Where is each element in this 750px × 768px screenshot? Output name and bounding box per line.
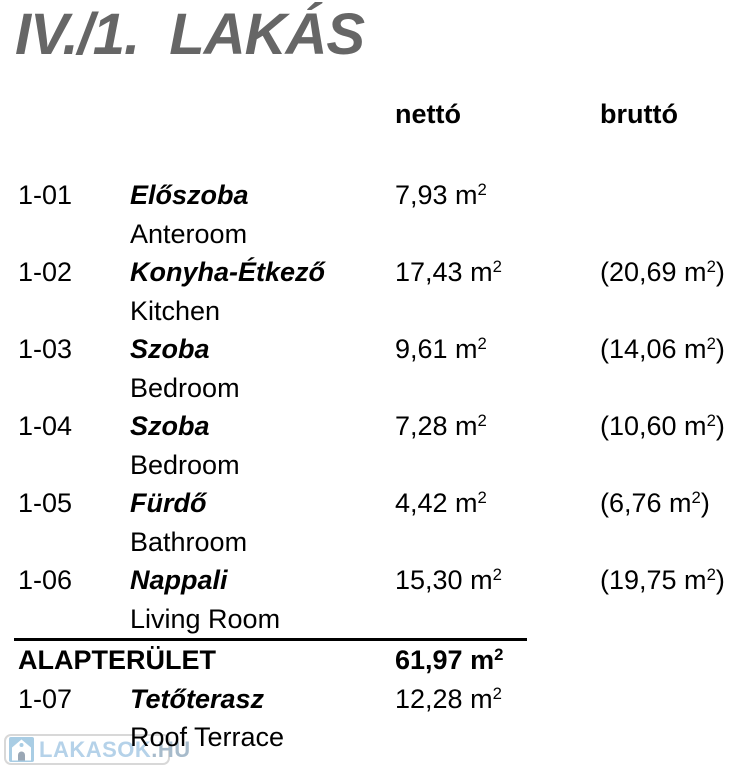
netto-value: 4,42 m2 bbox=[395, 487, 487, 518]
room-name-en: Bathroom bbox=[130, 526, 248, 557]
room-name-en: Bedroom bbox=[130, 372, 240, 403]
total-label: ALAPTERÜLET bbox=[18, 645, 216, 675]
room-name-en: Roof Terrace bbox=[130, 722, 285, 752]
table-row: 1-04 Szoba Bedroom 7,28 m2 (10,60 m2) bbox=[0, 407, 750, 484]
netto-value: 12,28 m2 bbox=[395, 683, 502, 714]
room-name-en: Living Room bbox=[130, 603, 281, 634]
brutto-value: (14,06 m2) bbox=[600, 333, 725, 364]
watermark: LAKASOK.HU bbox=[4, 734, 190, 765]
room-code: 1-06 bbox=[18, 565, 73, 595]
column-header-brutto: bruttó bbox=[600, 99, 678, 129]
room-code: 1-05 bbox=[18, 488, 73, 518]
room-name: Fürdő Bathroom bbox=[130, 484, 395, 561]
brutto-value bbox=[600, 176, 750, 253]
room-name: Szoba Bedroom bbox=[130, 407, 395, 484]
room-name: Konyha-Étkező Kitchen bbox=[130, 253, 395, 330]
room-code: 1-07 bbox=[18, 683, 73, 714]
total-row: ALAPTERÜLET 61,97 m2 bbox=[0, 641, 750, 680]
watermark-brand: LAKASOK bbox=[39, 736, 152, 762]
room-name: Szoba Bedroom bbox=[130, 330, 395, 407]
netto-value: 7,28 m2 bbox=[395, 410, 487, 441]
total-value: 61,97 m2 bbox=[395, 644, 504, 675]
room-name-hu: Konyha-Étkező bbox=[130, 257, 326, 287]
brutto-value: (19,75 m2) bbox=[600, 564, 725, 595]
room-name-hu: Szoba bbox=[130, 334, 210, 364]
netto-value: 9,61 m2 bbox=[395, 333, 487, 364]
table-row: 1-07 Tetőterasz Roof Terrace 12,28 m2 bbox=[0, 680, 750, 757]
room-code: 1-04 bbox=[18, 411, 73, 441]
room-name: Tetőterasz Roof Terrace bbox=[130, 680, 395, 757]
brutto-value: (20,69 m2) bbox=[600, 256, 725, 287]
area-table: 1-01 Előszoba Anteroom 7,93 m2 1-02 Konyha-Ét… bbox=[0, 176, 750, 757]
room-code: 1-03 bbox=[18, 334, 73, 364]
room-rows: 1-01 Előszoba Anteroom 7,93 m2 1-02 Konyha-Ét… bbox=[0, 176, 750, 638]
room-code: 1-02 bbox=[18, 257, 73, 287]
room-code: 1-01 bbox=[18, 180, 73, 210]
column-headers: nettó bruttó bbox=[0, 95, 750, 134]
brutto-value: (6,76 m2) bbox=[600, 487, 710, 518]
house-icon bbox=[9, 737, 34, 762]
room-name-hu: Fürdő bbox=[130, 488, 207, 518]
extra-room-rows: 1-07 Tetőterasz Roof Terrace 12,28 m2 bbox=[0, 680, 750, 757]
room-name-hu: Előszoba bbox=[130, 180, 249, 210]
room-name-hu: Nappali bbox=[130, 565, 228, 595]
room-name-en: Bedroom bbox=[130, 449, 240, 480]
watermark-tld: .HU bbox=[151, 736, 191, 762]
table-row: 1-06 Nappali Living Room 15,30 m2 (19,75 m2) bbox=[0, 561, 750, 638]
room-name-hu: Szoba bbox=[130, 411, 210, 441]
total-divider bbox=[14, 638, 527, 641]
brutto-value bbox=[600, 680, 750, 757]
table-row: 1-02 Konyha-Étkező Kitchen 17,43 m2 (20,69 m… bbox=[0, 253, 750, 330]
room-name: Előszoba Anteroom bbox=[130, 176, 395, 253]
room-name-hu: Tetőterasz bbox=[130, 683, 265, 714]
page-title: IV./1. LAKÁS bbox=[15, 2, 365, 67]
table-row: 1-01 Előszoba Anteroom 7,93 m2 bbox=[0, 176, 750, 253]
room-name-en: Kitchen bbox=[130, 295, 221, 326]
netto-value: 7,93 m2 bbox=[395, 179, 487, 210]
netto-value: 15,30 m2 bbox=[395, 564, 502, 595]
column-header-netto: nettó bbox=[395, 99, 461, 129]
table-row: 1-05 Fürdő Bathroom 4,42 m2 (6,76 m2) bbox=[0, 484, 750, 561]
room-name: Nappali Living Room bbox=[130, 561, 395, 638]
room-name-en: Anteroom bbox=[130, 218, 248, 249]
table-row: 1-03 Szoba Bedroom 9,61 m2 (14,06 m2) bbox=[0, 330, 750, 407]
watermark-brand-text: LAKASOK.HU bbox=[39, 737, 191, 763]
brutto-value: (10,60 m2) bbox=[600, 410, 725, 441]
netto-value: 17,43 m2 bbox=[395, 256, 502, 287]
